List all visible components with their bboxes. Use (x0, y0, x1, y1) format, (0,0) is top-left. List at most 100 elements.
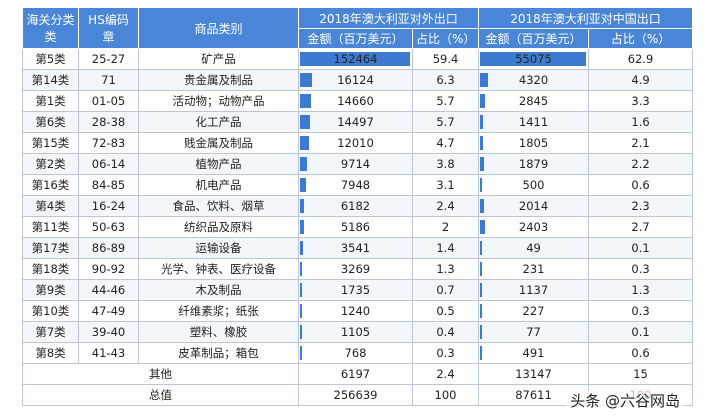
cell-class: 第1类 (22, 90, 79, 112)
cell-class: 第5类 (22, 48, 79, 70)
cell-china-amount: 231 (478, 258, 590, 280)
cell-hs: 16-24 (78, 195, 139, 217)
cell-china-share: 0.3 (588, 258, 694, 280)
cell-china-share: 4.9 (588, 69, 694, 91)
data-bar (480, 52, 587, 66)
data-bar (300, 115, 311, 129)
cell-hs: 01-05 (78, 90, 139, 112)
cell-class: 第18类 (22, 258, 79, 280)
cell-total-share: 1.3 (411, 258, 480, 280)
cell-total-amount: 9714 (298, 153, 413, 175)
cell-goods: 皮革制品；箱包 (138, 342, 299, 364)
cell-total-amount: 16124 (298, 69, 413, 91)
cell-total-share: 0.7 (411, 279, 480, 301)
cell-total-amount: 6182 (298, 195, 413, 217)
other-row: 其他 6197 2.4 13147 15 (22, 363, 694, 385)
data-bar (480, 220, 485, 234)
data-bar (300, 73, 312, 87)
cell-china-share: 0.1 (588, 237, 694, 259)
sum-total: 256639 (298, 384, 413, 406)
data-bar (480, 94, 486, 108)
data-bar (480, 178, 483, 192)
cell-china-share: 3.3 (588, 90, 694, 112)
cell-goods: 矿产品 (138, 48, 299, 70)
cell-total-amount: 14497 (298, 111, 413, 133)
amount-value: 1240 (340, 304, 371, 318)
cell-china-share: 1.3 (588, 279, 694, 301)
cell-china-share: 2.3 (588, 195, 694, 217)
export-table: 海关分类类 HS编码章 商品类别 2018年澳大利亚对外出口 2018年澳大利亚… (22, 7, 694, 406)
amount-value: 227 (522, 304, 545, 318)
cell-goods: 纤维素浆；纸张 (138, 300, 299, 322)
cell-class: 第9类 (22, 279, 79, 301)
data-bar (300, 178, 306, 192)
cell-total-share: 0.3 (411, 342, 480, 364)
cell-class: 第16类 (22, 174, 79, 196)
data-bar (300, 220, 304, 234)
amount-value: 16124 (337, 73, 374, 87)
cell-goods: 光学、钟表、医疗设备 (138, 258, 299, 280)
cell-hs: 39-40 (78, 321, 139, 343)
amount-value: 6182 (340, 199, 371, 213)
cell-china-share: 62.9 (588, 48, 694, 70)
cell-china-amount: 49 (478, 237, 590, 259)
amount-value: 1735 (340, 283, 371, 297)
amount-value: 55075 (515, 52, 552, 66)
cell-china-amount: 227 (478, 300, 590, 322)
watermark-text: 头条 @六谷网岛 (566, 390, 684, 411)
amount-value: 5186 (340, 220, 371, 234)
sum-label: 总值 (22, 384, 299, 406)
amount-value: 9714 (340, 157, 371, 171)
amount-value: 77 (526, 325, 541, 339)
table-row: 第8类 41-43 皮革制品；箱包 768 0.3 491 0.6 (22, 342, 694, 364)
amount-value: 2014 (518, 199, 549, 213)
header-total-amount: 金额（百万美元） (298, 28, 413, 49)
cell-total-amount: 7948 (298, 174, 413, 196)
cell-total-amount: 5186 (298, 216, 413, 238)
cell-goods: 植物产品 (138, 153, 299, 175)
header-chapter: 海关分类类 (22, 7, 79, 49)
amount-value: 4320 (518, 73, 549, 87)
cell-class: 第10类 (22, 300, 79, 322)
cell-hs: 47-49 (78, 300, 139, 322)
cell-class: 第17类 (22, 237, 79, 259)
sum-total-share: 100 (411, 384, 480, 406)
table-row: 第9类 44-46 木及制品 1735 0.7 1137 1.3 (22, 279, 694, 301)
cell-class: 第8类 (22, 342, 79, 364)
data-bar (480, 241, 483, 255)
cell-goods: 食品、饮料、烟草 (138, 195, 299, 217)
table-row: 第4类 16-24 食品、饮料、烟草 6182 2.4 2014 2.3 (22, 195, 694, 217)
cell-total-share: 1.4 (411, 237, 480, 259)
data-bar (300, 304, 302, 318)
cell-class: 第15类 (22, 132, 79, 154)
cell-china-amount: 500 (478, 174, 590, 196)
header-goods: 商品类别 (138, 7, 299, 49)
table-row: 第16类 84-85 机电产品 7948 3.1 500 0.6 (22, 174, 694, 196)
cell-hs: 28-38 (78, 111, 139, 133)
cell-goods: 塑料、橡胶 (138, 321, 299, 343)
cell-goods: 贱金属及制品 (138, 132, 299, 154)
cell-total-amount: 1735 (298, 279, 413, 301)
other-label: 其他 (22, 363, 299, 385)
cell-total-amount: 3269 (298, 258, 413, 280)
cell-goods: 化工产品 (138, 111, 299, 133)
cell-china-amount: 55075 (478, 48, 590, 70)
other-total-share: 2.4 (411, 363, 480, 385)
cell-china-amount: 1137 (478, 279, 590, 301)
cell-total-share: 5.7 (411, 90, 480, 112)
header-total-share: 占比（%） (411, 28, 480, 49)
cell-hs: 41-43 (78, 342, 139, 364)
cell-goods: 机电产品 (138, 174, 299, 196)
other-china: 13147 (478, 363, 590, 385)
amount-value: 500 (522, 178, 545, 192)
cell-class: 第4类 (22, 195, 79, 217)
other-china-share: 15 (588, 363, 694, 385)
cell-china-amount: 1805 (478, 132, 590, 154)
cell-total-amount: 12010 (298, 132, 413, 154)
table-row: 第14类 71 贵金属及制品 16124 6.3 4320 4.9 (22, 69, 694, 91)
table-row: 第7类 39-40 塑料、橡胶 1105 0.4 77 0.1 (22, 321, 694, 343)
data-bar (480, 115, 483, 129)
cell-china-amount: 2845 (478, 90, 590, 112)
cell-total-share: 5.7 (411, 111, 480, 133)
cell-china-share: 2.1 (588, 132, 694, 154)
